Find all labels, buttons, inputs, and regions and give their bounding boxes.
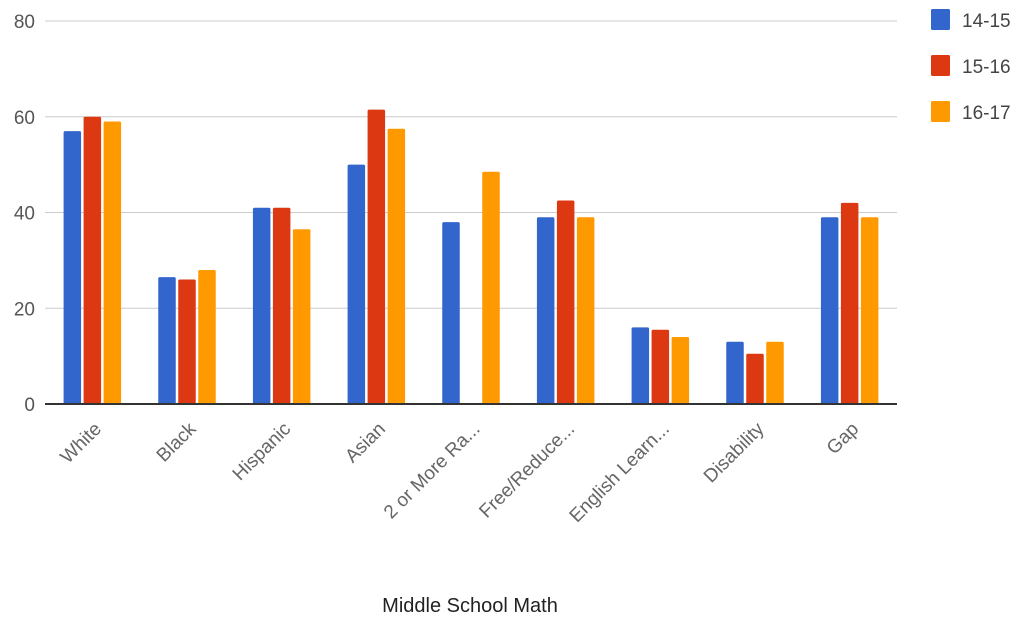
category-label: Gap <box>823 419 863 459</box>
bar[interactable] <box>726 341 744 404</box>
category-label: Disability <box>700 418 769 487</box>
category-label: Hispanic <box>229 419 295 485</box>
legend-label[interactable]: 15-16 <box>962 57 1011 78</box>
y-tick-label: 0 <box>24 395 35 416</box>
gridlines <box>45 20 897 309</box>
bar[interactable] <box>631 327 650 404</box>
bar[interactable] <box>820 217 839 404</box>
category-label: Free/Reduce... <box>475 419 579 523</box>
y-tick-label: 40 <box>14 204 35 225</box>
bar[interactable] <box>766 341 784 404</box>
bar[interactable] <box>63 131 82 405</box>
bar[interactable] <box>158 277 176 404</box>
bar[interactable] <box>536 217 555 404</box>
bar[interactable] <box>292 229 311 404</box>
bar[interactable] <box>272 207 291 404</box>
legend-swatch[interactable] <box>931 9 950 30</box>
y-tick-label: 20 <box>14 299 35 320</box>
bar[interactable] <box>83 116 102 404</box>
category-label: English Learn... <box>566 419 674 527</box>
bar[interactable] <box>103 121 122 404</box>
bar[interactable] <box>367 109 386 404</box>
legend-swatch[interactable] <box>931 55 950 76</box>
legend[interactable]: 14-15 15-16 16-17 <box>931 9 1011 124</box>
category-label: Black <box>153 418 201 466</box>
legend-label[interactable]: 16-17 <box>962 103 1011 124</box>
bar[interactable] <box>387 128 406 404</box>
bar[interactable] <box>576 217 595 404</box>
bar[interactable] <box>840 202 859 404</box>
x-axis-title: Middle School Math <box>382 595 558 617</box>
category-label: White <box>57 419 106 468</box>
bar[interactable] <box>347 164 366 404</box>
bar[interactable] <box>198 269 216 404</box>
bars <box>63 109 879 405</box>
y-axis-ticks: 0 20 40 60 80 <box>14 12 35 416</box>
bar[interactable] <box>556 200 575 404</box>
y-tick-label: 80 <box>14 12 35 33</box>
category-label: Asian <box>341 419 389 467</box>
y-tick-label: 60 <box>14 108 35 129</box>
bar[interactable] <box>671 336 690 404</box>
bar[interactable] <box>746 353 764 404</box>
legend-swatch[interactable] <box>931 101 950 122</box>
bar[interactable] <box>482 171 500 404</box>
legend-label[interactable]: 14-15 <box>962 11 1011 32</box>
bar[interactable] <box>178 279 196 404</box>
bar[interactable] <box>252 207 271 404</box>
category-label: 2 or More Ra... <box>380 419 484 523</box>
bar[interactable] <box>860 217 879 404</box>
bar[interactable] <box>651 329 670 404</box>
bar[interactable] <box>442 222 460 404</box>
